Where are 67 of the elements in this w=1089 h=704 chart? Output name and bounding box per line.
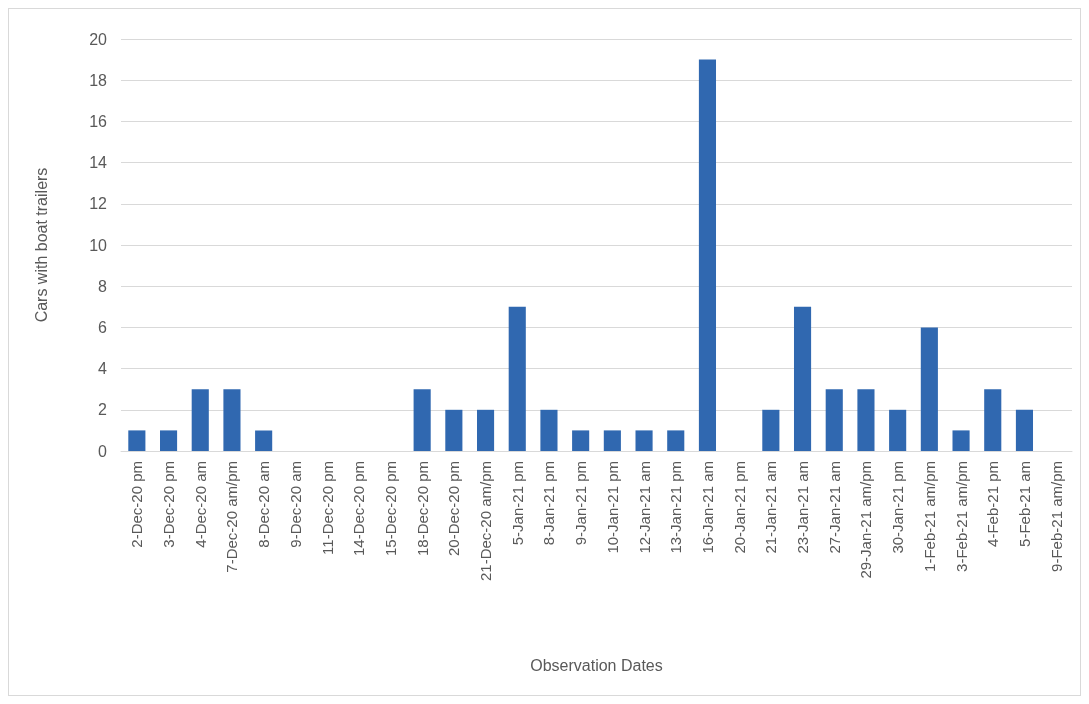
x-tick-label: 16-Jan-21 am (698, 461, 716, 554)
bar (762, 409, 780, 451)
y-tick-label: 12 (89, 195, 108, 213)
x-tick-label: 3-Feb-21 am/pm (952, 461, 970, 572)
y-tick-label: 16 (89, 112, 108, 130)
x-tick-label: 9-Feb-21 am/pm (1047, 461, 1065, 572)
x-tick-label: 2-Dec-20 pm (128, 461, 146, 548)
y-tick-label: 0 (98, 442, 108, 460)
y-tick-label: 14 (89, 154, 108, 172)
bar (572, 430, 590, 451)
bar (445, 409, 463, 451)
x-tick-label: 1-Feb-21 am/pm (920, 461, 938, 572)
y-tick-label: 20 (89, 30, 108, 48)
x-tick-label: 23-Jan-21 am (794, 461, 812, 554)
bar (793, 306, 812, 451)
y-axis-title: Cars with boat trailers (32, 167, 50, 323)
x-tick-label: 29-Jan-21 am/pm (857, 461, 875, 579)
x-tick-label: 30-Jan-21 pm (889, 461, 907, 554)
x-tick-label: 21-Dec-20 am/pm (477, 461, 495, 582)
bar (635, 430, 653, 451)
x-tick-label: 15-Dec-20 pm (381, 461, 399, 557)
x-tick-label: 9-Dec-20 am (286, 461, 304, 548)
x-tick-label: 14-Dec-20 pm (350, 461, 368, 557)
bar (413, 389, 431, 451)
y-tick-label: 4 (98, 360, 108, 378)
x-tick-label: 7-Dec-20 am/pm (223, 461, 241, 573)
x-tick-label: 20-Dec-20 pm (445, 461, 463, 557)
x-axis-title: Observation Dates (530, 656, 663, 674)
bar (223, 389, 241, 451)
bar (889, 409, 907, 451)
bar (825, 389, 843, 451)
bar (698, 59, 717, 451)
bar (255, 430, 273, 451)
bar (1015, 409, 1034, 451)
y-tick-label: 8 (98, 277, 108, 295)
bar (667, 430, 685, 451)
y-tick-label: 2 (98, 401, 108, 419)
bar (128, 430, 146, 451)
bar (191, 389, 209, 451)
y-tick-label: 10 (89, 236, 108, 254)
bar (920, 327, 938, 451)
bar (952, 430, 970, 451)
bar (540, 409, 558, 451)
x-tick-label: 13-Jan-21 pm (667, 461, 685, 554)
bar (857, 389, 875, 451)
x-tick-label: 20-Jan-21 pm (730, 461, 748, 554)
x-tick-label: 4-Feb-21 pm (984, 461, 1002, 547)
x-tick-label: 3-Dec-20 pm (160, 461, 178, 548)
bar (159, 430, 178, 451)
bar (508, 306, 526, 451)
bar (984, 389, 1002, 451)
y-tick-label: 18 (89, 71, 108, 89)
x-tick-label: 10-Jan-21 pm (603, 461, 621, 554)
x-tick-label: 9-Jan-21 pm (572, 461, 590, 546)
y-tick-label: 6 (98, 318, 108, 336)
bar (476, 409, 495, 451)
x-tick-label: 5-Feb-21 am (1015, 461, 1033, 547)
x-tick-label: 8-Jan-21 pm (540, 461, 558, 546)
x-tick-label: 12-Jan-21 am (635, 461, 653, 554)
x-tick-label: 4-Dec-20 am (191, 461, 209, 548)
x-tick-label: 21-Jan-21 am (762, 461, 780, 554)
x-tick-label: 8-Dec-20 am (255, 461, 273, 548)
x-tick-label: 11-Dec-20 pm (318, 461, 336, 555)
bar (603, 430, 621, 451)
x-tick-label: 18-Dec-20 pm (413, 461, 431, 557)
x-tick-label: 27-Jan-21 am (825, 461, 843, 554)
x-tick-label: 5-Jan-21 pm (508, 461, 526, 546)
